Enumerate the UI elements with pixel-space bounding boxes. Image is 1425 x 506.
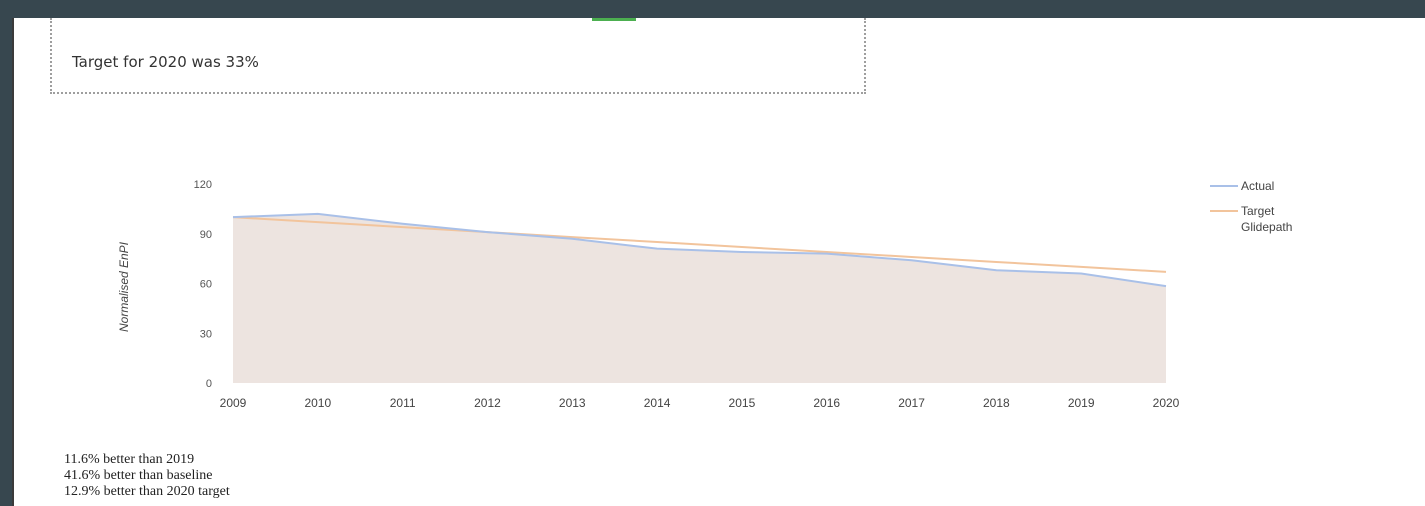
target-series-line: [232, 216, 1167, 273]
x-tick-label: 2014: [644, 396, 671, 410]
legend-label: Target Glidepath: [1241, 204, 1292, 234]
x-tick-label: 2010: [304, 396, 331, 410]
y-tick-label: 30: [200, 328, 212, 340]
green-tab-marker: [592, 18, 636, 21]
summary-notes: 11.6% better than 2019 41.6% better than…: [64, 452, 230, 500]
actual-series-line: [232, 212, 1167, 288]
actual-area-fill: [233, 213, 1166, 383]
x-tick-label: 2016: [813, 396, 840, 410]
x-tick-label: 2019: [1068, 396, 1095, 410]
note-line: 11.6% better than 2019: [64, 452, 195, 467]
y-tick-label: 120: [194, 179, 212, 191]
note-line: 12.9% better than 2020 target: [64, 484, 230, 499]
x-tick-label: 2011: [390, 396, 416, 410]
x-tick-label: 2012: [474, 396, 501, 410]
y-axis-label: Normalised EnPI: [117, 241, 131, 332]
target-callout-box: Target for 2020 was 33%: [50, 18, 866, 94]
x-tick-label: 2013: [559, 396, 586, 410]
legend-label: Actual: [1241, 179, 1274, 193]
y-tick-label: 90: [200, 229, 212, 241]
x-tick-label: 2015: [729, 396, 756, 410]
x-tick-label: 2018: [983, 396, 1010, 410]
note-line: 41.6% better than baseline: [64, 468, 213, 483]
target-callout-text: Target for 2020 was 33%: [72, 53, 259, 71]
x-tick-label: 2020: [1153, 396, 1180, 410]
page-left-rule: [12, 18, 14, 506]
y-tick-label: 60: [200, 279, 212, 291]
x-tick-label: 2017: [898, 396, 925, 410]
y-tick-label: 0: [206, 378, 212, 390]
x-tick-label: 2009: [220, 396, 247, 410]
